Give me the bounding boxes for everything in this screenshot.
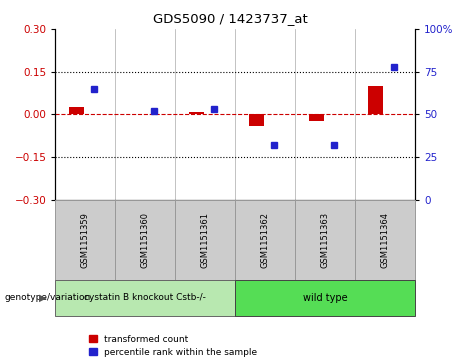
Text: genotype/variation: genotype/variation [5,293,91,302]
Bar [248,114,264,126]
Bar [368,86,384,114]
Text: GSM1151359: GSM1151359 [81,212,90,268]
Text: GSM1151363: GSM1151363 [320,212,330,268]
Bar [69,107,84,114]
Text: GSM1151364: GSM1151364 [380,212,390,268]
Legend: transformed count, percentile rank within the sample: transformed count, percentile rank withi… [88,333,259,359]
Text: wild type: wild type [303,293,347,303]
Text: GDS5090 / 1423737_at: GDS5090 / 1423737_at [153,12,308,25]
Text: cystatin B knockout Cstb-/-: cystatin B knockout Cstb-/- [84,293,206,302]
Bar [308,114,324,122]
Text: ▶: ▶ [39,293,46,303]
Bar [189,112,204,114]
Text: GSM1151361: GSM1151361 [201,212,210,268]
Text: GSM1151362: GSM1151362 [260,212,270,268]
Text: GSM1151360: GSM1151360 [141,212,150,268]
